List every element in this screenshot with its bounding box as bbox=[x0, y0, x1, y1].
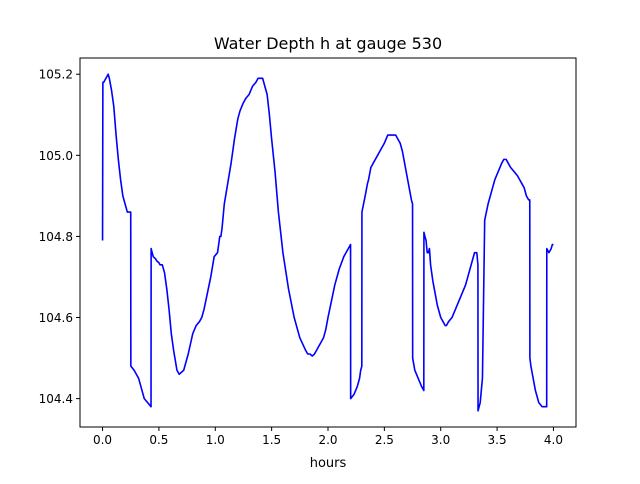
x-tick-label: 2.5 bbox=[375, 433, 394, 447]
x-tick-label: 1.5 bbox=[262, 433, 281, 447]
x-tick-label: 2.0 bbox=[318, 433, 337, 447]
y-axis-ticks: 104.4 104.6 104.8 105.0 105.2 bbox=[39, 68, 80, 406]
x-tick-label: 1.0 bbox=[206, 433, 225, 447]
x-axis-ticks: 0.0 0.5 1.0 1.5 2.0 2.5 3.0 3.5 4.0 bbox=[93, 427, 563, 447]
chart-title: Water Depth h at gauge 530 bbox=[214, 34, 442, 53]
x-tick-label: 0.0 bbox=[93, 433, 112, 447]
x-tick-label: 3.5 bbox=[488, 433, 507, 447]
axes-frame bbox=[79, 57, 577, 428]
x-tick-label: 0.5 bbox=[149, 433, 168, 447]
x-axis-label: hours bbox=[310, 456, 347, 471]
plot-area bbox=[101, 73, 554, 412]
y-tick-label: 104.8 bbox=[39, 230, 73, 244]
y-tick-label: 105.0 bbox=[39, 149, 73, 163]
x-tick-label: 4.0 bbox=[544, 433, 563, 447]
y-tick-label: 105.2 bbox=[39, 68, 73, 82]
series-line-1 bbox=[101, 73, 554, 412]
y-tick-label: 104.4 bbox=[39, 392, 73, 406]
y-tick-label: 104.6 bbox=[39, 311, 73, 325]
x-tick-label: 3.0 bbox=[431, 433, 450, 447]
